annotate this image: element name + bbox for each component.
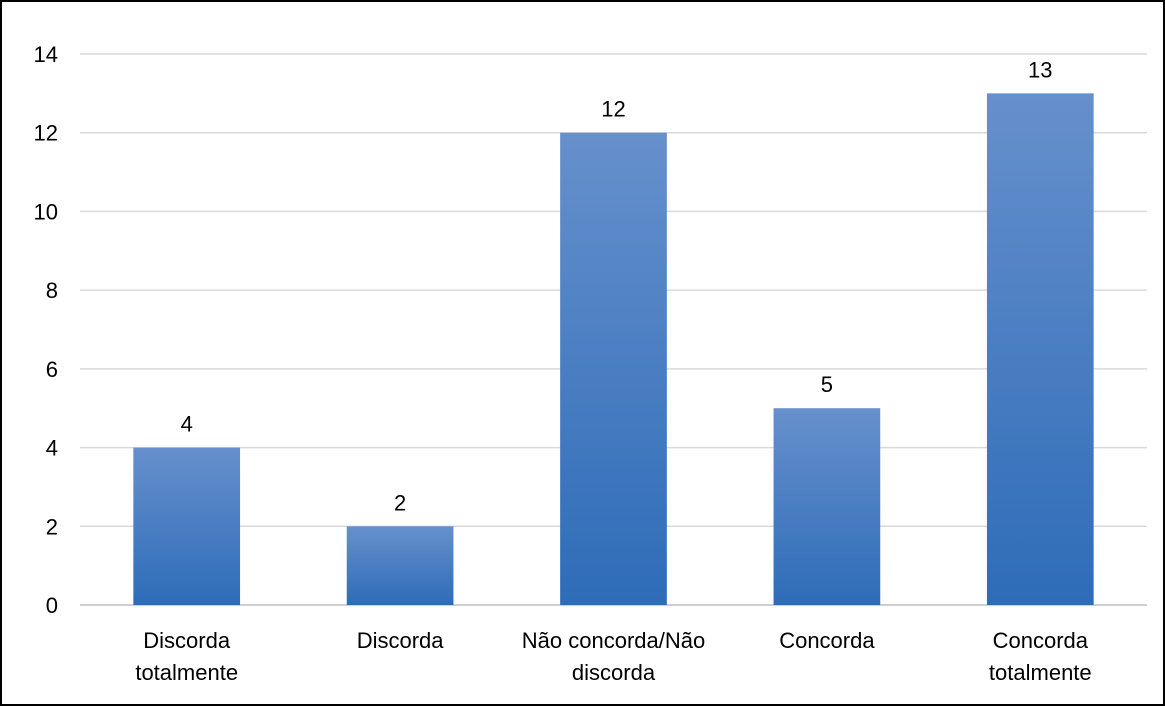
y-tick-label-6: 6 (46, 357, 58, 382)
y-tick-label-8: 8 (46, 278, 58, 303)
y-tick-label-10: 10 (34, 199, 58, 224)
category-label-line: totalmente (989, 660, 1092, 685)
data-labels: 4 2 12 5 13 (181, 57, 1053, 515)
category-label-line: discorda (572, 660, 656, 685)
category-label-2: Discorda (357, 628, 445, 653)
bar-5 (986, 93, 1094, 605)
bar-1 (133, 447, 241, 605)
data-label-3: 12 (601, 97, 625, 122)
y-tick-label-4: 4 (46, 436, 58, 461)
bar-3 (560, 132, 667, 605)
y-tick-label-14: 14 (34, 42, 58, 67)
bars (133, 93, 1094, 605)
category-label-3: Não concorda/Não discorda (522, 628, 705, 685)
category-label-line: Concorda (993, 628, 1089, 653)
category-label-line: Não concorda/Não (522, 628, 705, 653)
data-label-5: 13 (1028, 57, 1052, 82)
category-label-4: Concorda (779, 628, 875, 653)
y-tick-label-12: 12 (34, 121, 58, 146)
category-label-line: Discorda (357, 628, 445, 653)
bar-2 (346, 526, 454, 605)
category-label-5: Concorda totalmente (989, 628, 1092, 685)
data-label-2: 2 (394, 490, 406, 515)
bar-4 (773, 408, 881, 605)
y-axis-ticks: 0 2 4 6 8 10 12 14 (34, 42, 58, 618)
y-tick-label-2: 2 (46, 514, 58, 539)
category-label-line: totalmente (135, 660, 238, 685)
x-axis-categories: Discorda totalmente Discorda Não concorda/N… (135, 628, 1091, 685)
category-label-1: Discorda totalmente (135, 628, 238, 685)
data-label-1: 4 (181, 412, 193, 437)
gridlines (80, 53, 1147, 606)
category-label-line: Concorda (779, 628, 875, 653)
category-label-line: Discorda (143, 628, 231, 653)
y-tick-label-0: 0 (46, 593, 58, 618)
data-label-4: 5 (821, 372, 833, 397)
